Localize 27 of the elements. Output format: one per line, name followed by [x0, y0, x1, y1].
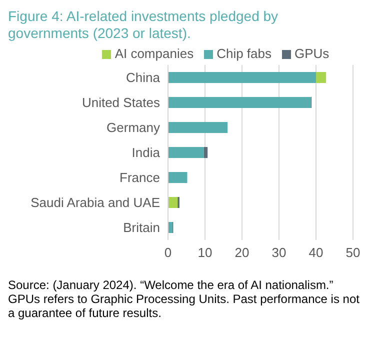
bar: [168, 122, 228, 133]
y-tick-label: Saudi Arabia and UAE: [30, 195, 160, 210]
y-tick-label: France: [120, 170, 160, 186]
x-tick-label: 10: [198, 245, 212, 260]
y-tick-label: Germany: [106, 120, 160, 136]
bar: [168, 72, 316, 83]
y-tick-label: India: [132, 145, 161, 160]
x-tick-label: 50: [346, 245, 360, 260]
y-tick-label: China: [126, 70, 161, 86]
x-tick-label: 30: [272, 245, 286, 260]
source-note: Source: (January 2024). “Welcome the era of AI nationalism.” GPUs refers to Graphic Processing Units. Past performance is not a guarantee of future results.: [8, 278, 360, 320]
bar: [168, 222, 172, 233]
legend-label: GPUs: [294, 46, 330, 61]
legend-label: AI companies: [114, 46, 194, 61]
legend-label: Chip fabs: [216, 46, 272, 61]
y-tick-label: Britain: [123, 220, 160, 236]
x-tick-label: 0: [164, 245, 172, 260]
bar: [168, 97, 311, 108]
bar: [168, 147, 204, 158]
chart-title: Figure 4: AI-related investments pledged by governments (2023 or latest).: [8, 8, 280, 42]
bar: [168, 172, 188, 183]
bar: [168, 197, 178, 208]
bar: [316, 72, 326, 83]
x-tick-label: 40: [308, 245, 324, 260]
x-tick-label: 20: [234, 245, 250, 260]
bar: [204, 147, 208, 158]
y-tick-label: United States: [82, 95, 160, 110]
